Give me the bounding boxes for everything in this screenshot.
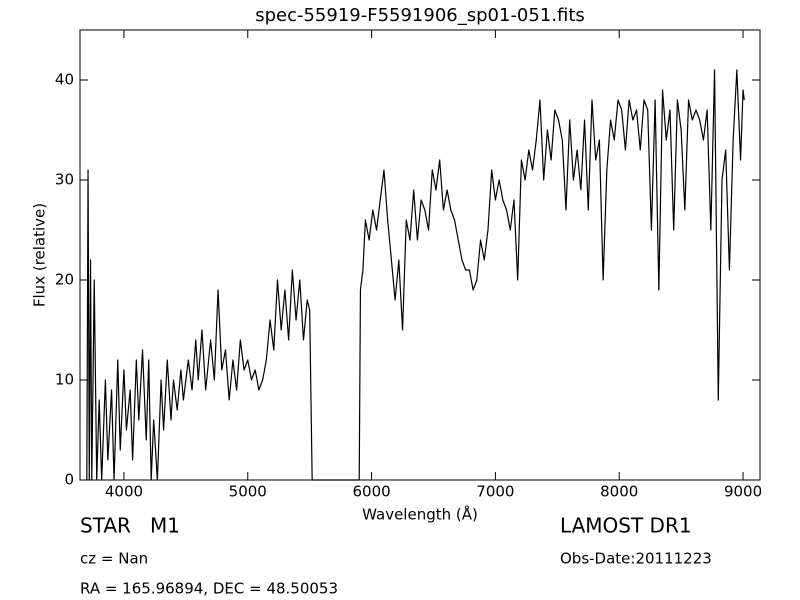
y-tick-label: 20 bbox=[55, 271, 74, 289]
x-axis-label: Wavelength (Å) bbox=[362, 505, 478, 524]
annotation: cz = Nan bbox=[80, 550, 148, 568]
annotation: STAR M1 bbox=[80, 514, 180, 538]
annotation: LAMOST DR1 bbox=[560, 514, 692, 538]
y-axis-label: Flux (relative) bbox=[31, 203, 49, 307]
x-tick-label: 8000 bbox=[600, 483, 638, 501]
annotation: Obs-Date:20111223 bbox=[560, 550, 712, 568]
x-tick-label: 4000 bbox=[105, 483, 143, 501]
plot-frame bbox=[79, 29, 761, 481]
y-tick-label: 10 bbox=[55, 371, 74, 389]
x-tick-label: 6000 bbox=[352, 483, 390, 501]
x-tick-label: 9000 bbox=[724, 483, 762, 501]
chart-title: spec-55919-F5591906_sp01-051.fits bbox=[255, 5, 585, 26]
y-tick-label: 30 bbox=[55, 171, 74, 189]
spectrum-line bbox=[86, 69, 745, 481]
annotation: RA = 165.96894, DEC = 48.50053 bbox=[80, 580, 338, 598]
x-tick-label: 7000 bbox=[476, 483, 514, 501]
y-tick-label: 0 bbox=[64, 471, 74, 489]
y-tick-label: 40 bbox=[55, 71, 74, 89]
x-tick-label: 5000 bbox=[229, 483, 267, 501]
